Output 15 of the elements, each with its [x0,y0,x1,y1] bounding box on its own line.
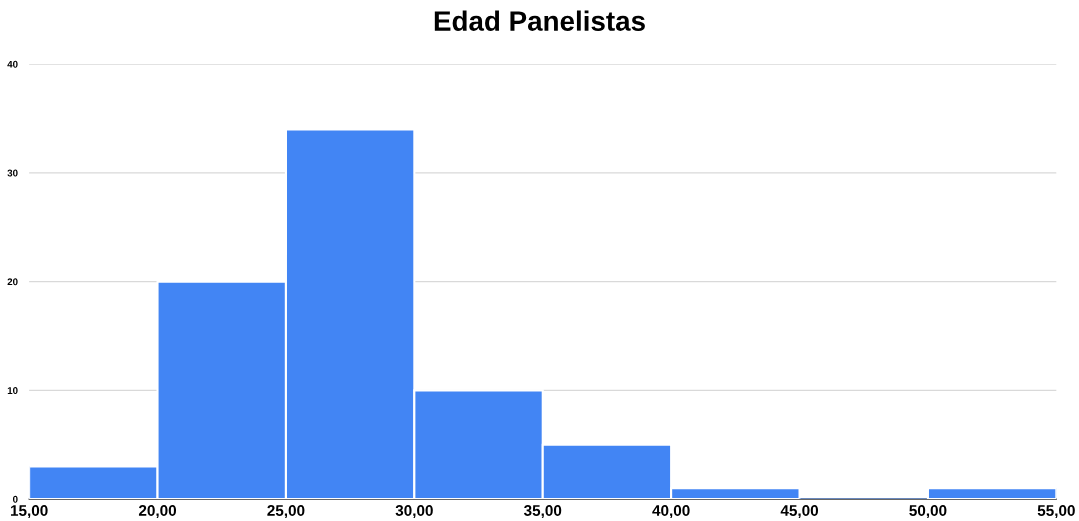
x-tick-label: 35,00 [523,505,562,519]
x-tick-label: 20,00 [138,505,177,519]
y-tick-label: 20 [7,278,18,286]
x-tick-label: 45,00 [780,505,819,519]
x-tick-label: 50,00 [909,505,947,519]
y-tick-label: 10 [7,387,18,394]
x-tick-label: 25,00 [267,505,305,519]
x-tick-label: 15,00 [10,505,48,519]
y-tick-label: 0 [13,495,18,503]
y-tick-label: 40 [7,60,18,68]
x-tick-label: 55,00 [1037,505,1075,519]
x-tick-label: 30,00 [395,505,433,519]
chart-title: Edad Panelistas [434,10,645,31]
x-tick-label: 40,00 [652,505,690,519]
y-tick-label: 30 [7,169,18,177]
